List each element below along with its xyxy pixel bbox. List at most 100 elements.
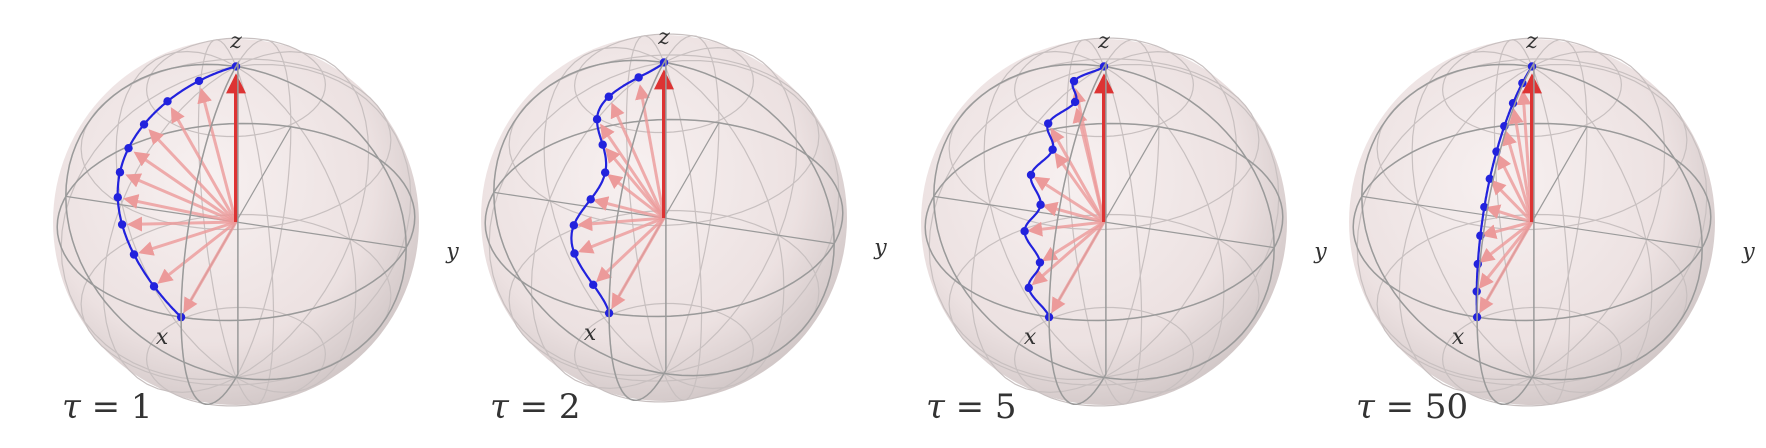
z-axis-label: z (229, 29, 242, 54)
trajectory-point (569, 221, 579, 230)
faded-state-arrow (592, 196, 665, 220)
z-axis-label: z (1097, 29, 1110, 54)
faded-state-arrow (127, 216, 237, 232)
trajectory-point (117, 220, 127, 229)
faded-state-arrow (1071, 88, 1106, 223)
trajectory-point (1035, 258, 1045, 267)
y-axis-label: y (1313, 240, 1327, 265)
trajectory-point (113, 193, 122, 202)
meridian-xz (180, 60, 239, 406)
faded-state-arrow (197, 87, 238, 223)
trajectory-point (139, 120, 149, 129)
tau-symbol: τ (1356, 387, 1376, 427)
x-axis-label: x (1452, 325, 1465, 350)
faded-state-arrow (1479, 221, 1534, 314)
tau-value: = 50 (1375, 387, 1468, 427)
faded-state-arrow (138, 220, 237, 256)
faded-state-arrow (577, 216, 665, 254)
trajectory-point (1026, 170, 1036, 180)
faded-state-arrow (148, 129, 238, 224)
faded-state-arrow (157, 220, 237, 284)
trajectory-point (634, 73, 643, 82)
tau-label: τ = 5 (926, 387, 1017, 427)
trajectory-point (115, 168, 125, 177)
faded-state-arrow (1050, 127, 1106, 223)
trajectory-point (592, 115, 602, 124)
faded-state-arrow (1478, 221, 1534, 289)
faded-state-arrow (1490, 179, 1534, 224)
trajectory-point (586, 195, 595, 204)
y-axis-label: y (873, 236, 887, 261)
bloch-panel-4: z y x τ = 50 (1349, 29, 1755, 427)
tau-value: = 5 (945, 387, 1017, 427)
trajectory-point (163, 97, 172, 106)
faded-state-arrow (1031, 220, 1105, 286)
faded-state-arrow (170, 107, 238, 223)
tau-label: τ = 2 (490, 387, 581, 427)
faded-state-arrow (125, 173, 237, 224)
state-arrows (577, 84, 666, 310)
trajectory-point (1472, 287, 1481, 296)
bloch-panel-1: z y x τ = 1 (53, 29, 459, 427)
faded-state-arrow (1027, 220, 1105, 237)
trajectory-point (604, 92, 614, 101)
faded-state-arrow (133, 151, 237, 224)
faded-state-arrow (1502, 130, 1534, 223)
faded-state-arrow (596, 216, 666, 283)
faded-state-arrow (600, 123, 666, 219)
state-arrows (1027, 88, 1106, 314)
trajectory-point (1044, 119, 1053, 128)
meridian-xz (1048, 60, 1107, 406)
faded-state-arrow (606, 173, 665, 220)
trajectory-point (149, 282, 159, 291)
x-axis-label: x (1024, 325, 1037, 350)
trajectory-point (1020, 227, 1029, 236)
faded-state-arrow (1041, 220, 1105, 262)
tau-symbol: τ (62, 387, 82, 427)
trajectory-point (1480, 202, 1489, 212)
meridian-xz (608, 56, 667, 402)
y-axis-label: y (445, 240, 459, 265)
tau-label: τ = 1 (62, 387, 153, 427)
y-axis-label: y (1741, 240, 1755, 265)
trajectory-point (1048, 145, 1057, 154)
trajectory-point (589, 280, 598, 289)
faded-state-arrow (1481, 220, 1533, 239)
trajectory-point (194, 76, 204, 86)
trajectory-point (600, 168, 610, 177)
bloch-panel-2: z y x τ = 2 (481, 25, 887, 427)
state-arrows (123, 87, 238, 314)
trajectory-point (1069, 76, 1079, 86)
faded-state-arrow (183, 221, 238, 314)
trajectory-point (129, 250, 139, 259)
trajectory-point (1036, 200, 1045, 209)
faded-state-arrow (1051, 221, 1106, 314)
faded-state-arrow (577, 216, 665, 232)
tau-symbol: τ (490, 387, 510, 427)
meridian-xz (1476, 60, 1535, 406)
trajectory-point (570, 249, 579, 258)
faded-state-arrow (1484, 204, 1533, 224)
tau-value: = 2 (509, 387, 581, 427)
tau-label: τ = 50 (1356, 387, 1468, 427)
trajectory-point (598, 140, 607, 149)
trajectory-point (1070, 97, 1080, 107)
tau-symbol: τ (926, 387, 946, 427)
faded-state-arrow (123, 194, 237, 224)
x-axis-label: x (156, 325, 169, 350)
z-axis-label: z (1525, 29, 1538, 54)
x-axis-label: x (584, 321, 597, 346)
tau-value: = 1 (81, 387, 153, 427)
faded-state-arrow (610, 102, 666, 219)
faded-state-arrow (611, 217, 666, 310)
faded-state-arrow (1497, 153, 1534, 223)
faded-state-arrow (1479, 220, 1533, 264)
state-arrows (1478, 89, 1534, 314)
trajectory-point (1024, 283, 1033, 293)
trajectory-point (1485, 174, 1494, 183)
faded-state-arrow (1508, 108, 1534, 223)
z-axis-label: z (657, 25, 670, 50)
bloch-panel-3: z y x τ = 5 (921, 29, 1327, 427)
trajectory-point (124, 143, 133, 153)
